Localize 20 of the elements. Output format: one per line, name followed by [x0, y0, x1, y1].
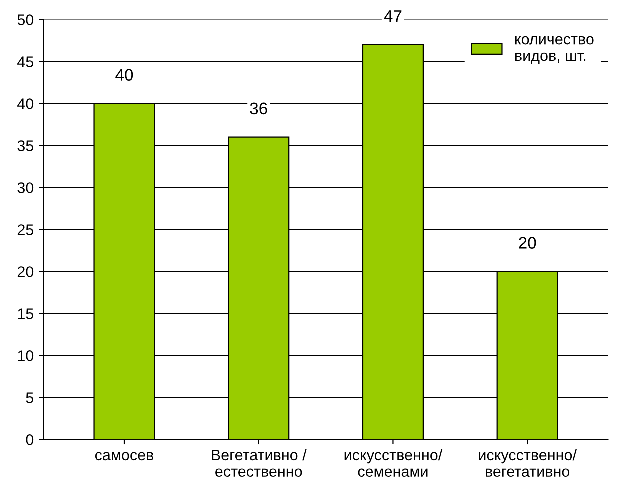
y-tick-label: 10	[18, 350, 34, 362]
data-label: 47	[384, 10, 402, 22]
y-tick-label: 25	[18, 224, 34, 236]
x-tick-label: искусственно/ вегетативно	[479, 449, 577, 478]
y-tick-label: 40	[18, 98, 34, 110]
x-tick-label: искусственно/ семенами	[344, 449, 443, 478]
y-tick-label: 20	[18, 266, 34, 278]
y-tick-label: 0	[26, 434, 34, 446]
y-tick-label: 35	[18, 140, 34, 152]
y-tick-label: 15	[18, 308, 34, 320]
y-tick-label: 5	[26, 392, 34, 404]
x-tick-label: Вегетативно / естественно	[212, 449, 307, 478]
data-label: 36	[250, 102, 268, 115]
x-tick-label: самосев	[95, 452, 154, 461]
data-label: 20	[519, 237, 536, 249]
y-tick-label: 45	[18, 56, 34, 68]
data-label: 40	[116, 69, 134, 81]
y-tick-label: 50	[18, 14, 34, 26]
legend-label: количество видов, шт.	[515, 36, 594, 64]
y-tick-label: 30	[18, 182, 34, 194]
